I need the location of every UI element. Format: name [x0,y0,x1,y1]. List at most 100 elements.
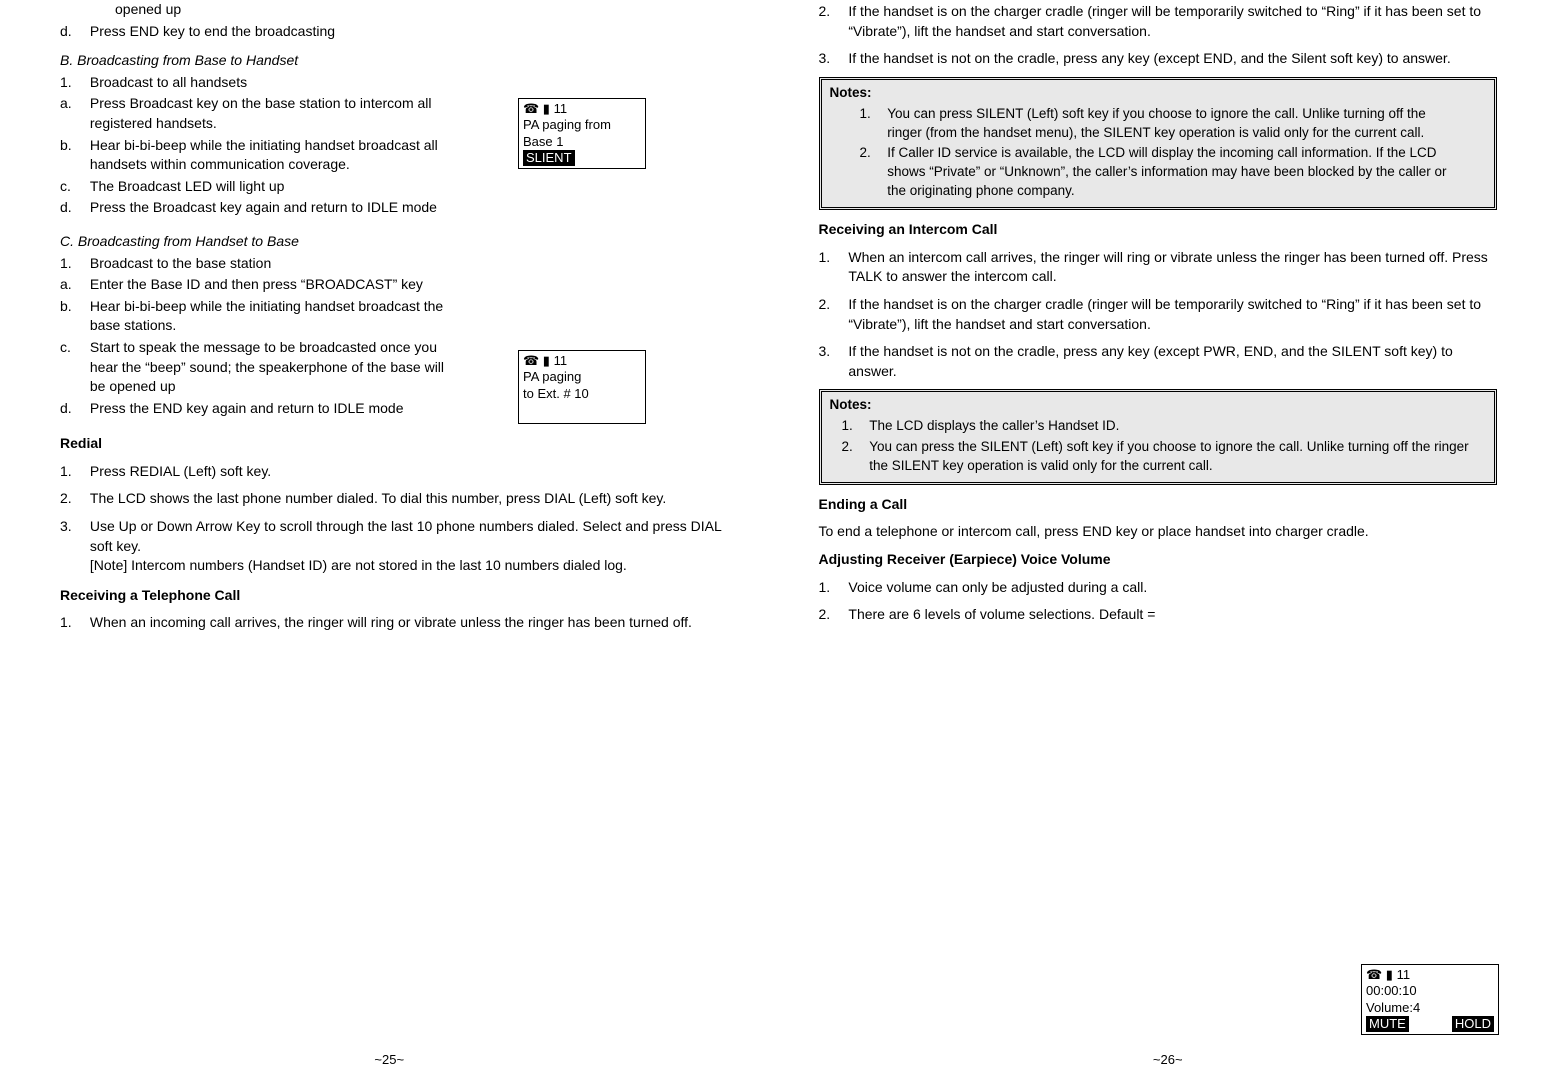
list-marker: 1. [860,105,884,124]
list-text: If the handset is not on the cradle, pre… [848,342,1497,381]
list-item: d. Press END key to end the broadcasting [60,22,739,42]
lcd-line: ☎ ▮ 11 [523,353,641,369]
notes-box: Notes: 1. The LCD displays the caller’s … [819,389,1498,485]
list-item: 2. The LCD shows the last phone number d… [60,489,739,509]
list-text: Use Up or Down Arrow Key to scroll throu… [90,517,739,576]
page-spread: opened up d. Press END key to end the br… [0,0,1557,1077]
list-text: Press the END key again and return to ID… [90,399,460,419]
list-marker: 1. [60,613,86,633]
list-marker: d. [60,198,86,218]
list-text: The LCD shows the last phone number dial… [90,489,739,509]
continuation-text: opened up [115,0,739,20]
lcd-display: ☎ ▮ 11 00:00:10 Volume:4 MUTE HOLD [1361,964,1499,1035]
list-marker: 1. [842,417,866,436]
list-text: Press the Broadcast key again and return… [90,198,460,218]
list-item: 2. If the handset is on the charger crad… [819,295,1498,334]
section-heading: Redial [60,434,739,454]
list-text: Press END key to end the broadcasting [90,22,460,42]
lcd-softkey: HOLD [1452,1016,1494,1032]
lcd-softkey-row: MUTE HOLD [1366,1016,1494,1032]
lcd-softkey: SLIENT [523,150,575,166]
section-heading: B. Broadcasting from Base to Handset [60,51,739,71]
list-item: 3. If the handset is not on the cradle, … [819,342,1498,381]
notes-title: Notes: [830,396,1487,415]
list-item: 1. Press REDIAL (Left) soft key. [60,462,739,482]
notes-item: 2. If Caller ID service is available, th… [860,144,1487,201]
list-text: Enter the Base ID and then press “BROADC… [90,275,460,295]
lcd-line: ☎ ▮ 11 [1366,967,1494,983]
lcd-line: to Ext. # 10 [523,386,641,402]
list-marker: 3. [60,517,86,537]
list-item: 2. If the handset is on the charger crad… [819,2,1498,41]
list-item: c. The Broadcast LED will light up [60,177,739,197]
list-item: 3. If the handset is not on the cradle, … [819,49,1498,69]
list-text: If the handset is on the charger cradle … [848,2,1497,41]
section-heading: Receiving a Telephone Call [60,586,739,606]
list-marker: b. [60,297,86,317]
notes-box: Notes: 1. You can press SILENT (Left) so… [819,77,1498,210]
notes-text: If Caller ID service is available, the L… [887,144,1454,201]
list-marker: 2. [819,295,845,315]
list-marker: a. [60,275,86,295]
list-text: Press Broadcast key on the base station … [90,94,460,133]
list-item: a. Enter the Base ID and then press “BRO… [60,275,739,295]
notes-title: Notes: [830,84,1487,103]
list-item: 2. There are 6 levels of volume selectio… [819,605,1299,625]
list-marker: c. [60,338,86,358]
list-marker: 2. [819,2,845,22]
list-text: Broadcast to the base station [90,254,739,274]
list-marker: 1. [60,254,86,274]
list-text: There are 6 levels of volume selections.… [848,605,1288,625]
list-marker: d. [60,399,86,419]
notes-text: You can press SILENT (Left) soft key if … [887,105,1454,143]
notes-item: 1. The LCD displays the caller’s Handset… [842,417,1487,436]
paragraph: To end a telephone or intercom call, pre… [819,522,1498,542]
lcd-line: Volume:4 [1366,1000,1494,1016]
list-text: When an incoming call arrives, the ringe… [90,613,739,633]
lcd-softkey: MUTE [1366,1016,1409,1032]
list-item: 1. Broadcast to the base station [60,254,739,274]
notes-item: 1. You can press SILENT (Left) soft key … [860,105,1487,143]
lcd-display: ☎ ▮ 11 PA paging from Base 1 SLIENT [518,98,646,169]
lcd-line: Base 1 [523,134,641,150]
list-item: 1. Voice volume can only be adjusted dur… [819,578,1299,598]
notes-item: 2. You can press the SILENT (Left) soft … [842,438,1487,476]
section-heading: Receiving an Intercom Call [819,220,1498,240]
list-text: Broadcast to all handsets [90,73,739,93]
list-marker: 3. [819,49,845,69]
list-marker: 3. [819,342,845,362]
page-left: opened up d. Press END key to end the br… [0,0,779,1077]
lcd-line: 00:00:10 [1366,983,1494,999]
list-item: b. Hear bi-bi-beep while the initiating … [60,297,739,336]
list-item: 1. Broadcast to all handsets [60,73,739,93]
section-heading: C. Broadcasting from Handset to Base [60,232,739,252]
lcd-line: PA paging [523,369,641,385]
list-marker: 2. [819,605,845,625]
list-item: d. Press the Broadcast key again and ret… [60,198,739,218]
list-text: When an intercom call arrives, the ringe… [848,248,1497,287]
list-item: 1. When an incoming call arrives, the ri… [60,613,739,633]
lcd-display: ☎ ▮ 11 PA paging to Ext. # 10 [518,350,646,424]
section-heading: Ending a Call [819,495,1498,515]
list-marker: a. [60,94,86,114]
list-item: 3. Use Up or Down Arrow Key to scroll th… [60,517,739,576]
page-number: ~26~ [779,1051,1557,1069]
list-marker: d. [60,22,86,42]
page-number: ~25~ [0,1051,779,1069]
notes-text: You can press the SILENT (Left) soft key… [869,438,1474,476]
list-marker: 2. [860,144,884,163]
list-marker: 2. [60,489,86,509]
list-text: Press REDIAL (Left) soft key. [90,462,739,482]
list-marker: 1. [819,248,845,268]
list-text: Voice volume can only be adjusted during… [848,578,1288,598]
list-marker: 1. [60,73,86,93]
list-marker: 2. [842,438,866,457]
list-text: If the handset is not on the cradle, pre… [848,49,1497,69]
list-text: The Broadcast LED will light up [90,177,460,197]
list-marker: b. [60,136,86,156]
list-marker: c. [60,177,86,197]
notes-text: The LCD displays the caller’s Handset ID… [869,417,1474,436]
list-text: Hear bi-bi-beep while the initiating han… [90,297,460,336]
list-text: If the handset is on the charger cradle … [848,295,1497,334]
page-right: 2. If the handset is on the charger crad… [779,0,1557,1077]
